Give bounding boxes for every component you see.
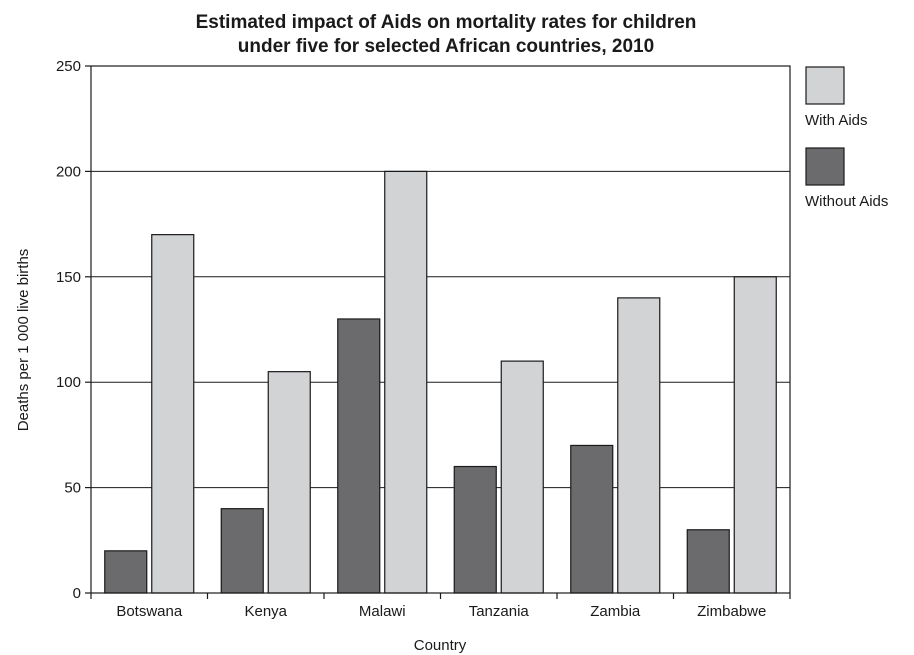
y-axis-ticks: 0 50 100 150 200 250 <box>56 58 91 602</box>
plot-frame <box>90 65 791 594</box>
bar-without-aids-zimbabwe <box>686 529 730 594</box>
bar-with-aids-zimbabwe <box>733 276 777 594</box>
bar-without-aids-zambia <box>570 444 614 594</box>
bar-with-aids-tanzania <box>500 360 544 594</box>
chart-title-line-1: Estimated impact of Aids on mortality ra… <box>196 12 697 33</box>
x-tick-label: Zimbabwe <box>697 603 766 620</box>
bar-without-aids-kenya <box>220 508 264 594</box>
y-tick-label: 150 <box>56 269 81 286</box>
bar-without-aids-malawi <box>337 318 381 594</box>
y-tick-label: 100 <box>56 374 81 391</box>
legend-swatch-without-aids <box>805 147 845 186</box>
y-tick-label: 200 <box>56 163 81 180</box>
chart-title-line-2: under five for selected African countrie… <box>238 36 654 57</box>
x-axis-label: Country <box>414 637 467 654</box>
x-tick-label: Malawi <box>359 603 406 620</box>
bar-without-aids-botswana <box>104 550 148 594</box>
y-tick-label: 50 <box>64 480 81 497</box>
legend: With Aids Without Aids <box>805 66 888 210</box>
x-tick-label: Zambia <box>590 603 641 620</box>
x-axis-ticks: Botswana Kenya Malawi Tanzania Zambia Zimbabw… <box>90 593 791 620</box>
x-tick-label: Kenya <box>244 603 287 620</box>
gridlines <box>91 170 790 489</box>
bar-without-aids-tanzania <box>453 465 497 594</box>
bar-with-aids-kenya <box>267 371 311 594</box>
y-tick-label: 250 <box>56 58 81 75</box>
legend-label: With Aids <box>805 112 868 129</box>
y-tick-label: 0 <box>73 585 81 602</box>
legend-swatch-with-aids <box>805 66 845 105</box>
bar-with-aids-malawi <box>384 170 428 594</box>
x-tick-label: Botswana <box>116 603 183 620</box>
y-axis-label: Deaths per 1 000 live births <box>15 249 32 432</box>
bar-with-aids-botswana <box>151 234 195 594</box>
bar-with-aids-zambia <box>617 297 661 594</box>
x-tick-label: Tanzania <box>469 603 530 620</box>
legend-label: Without Aids <box>805 193 888 210</box>
